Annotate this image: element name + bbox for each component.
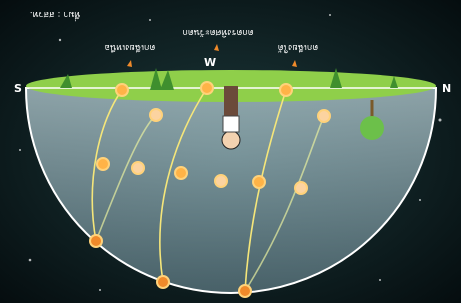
- south-label: S: [14, 82, 22, 95]
- path-label: ตกตรงทิศตะวันตก: [182, 27, 253, 38]
- observer: [222, 86, 240, 149]
- path-label: ตกเฉียงใต้: [278, 42, 319, 53]
- path-label: ตกเฉียงเหนือ: [105, 42, 156, 53]
- north-label: N: [442, 82, 451, 95]
- west-label: W: [204, 56, 216, 69]
- sun-path-diagram: S N W ตกเฉียงเหนือ ตกตรงทิศตะวันตก ตกเฉี…: [0, 0, 461, 303]
